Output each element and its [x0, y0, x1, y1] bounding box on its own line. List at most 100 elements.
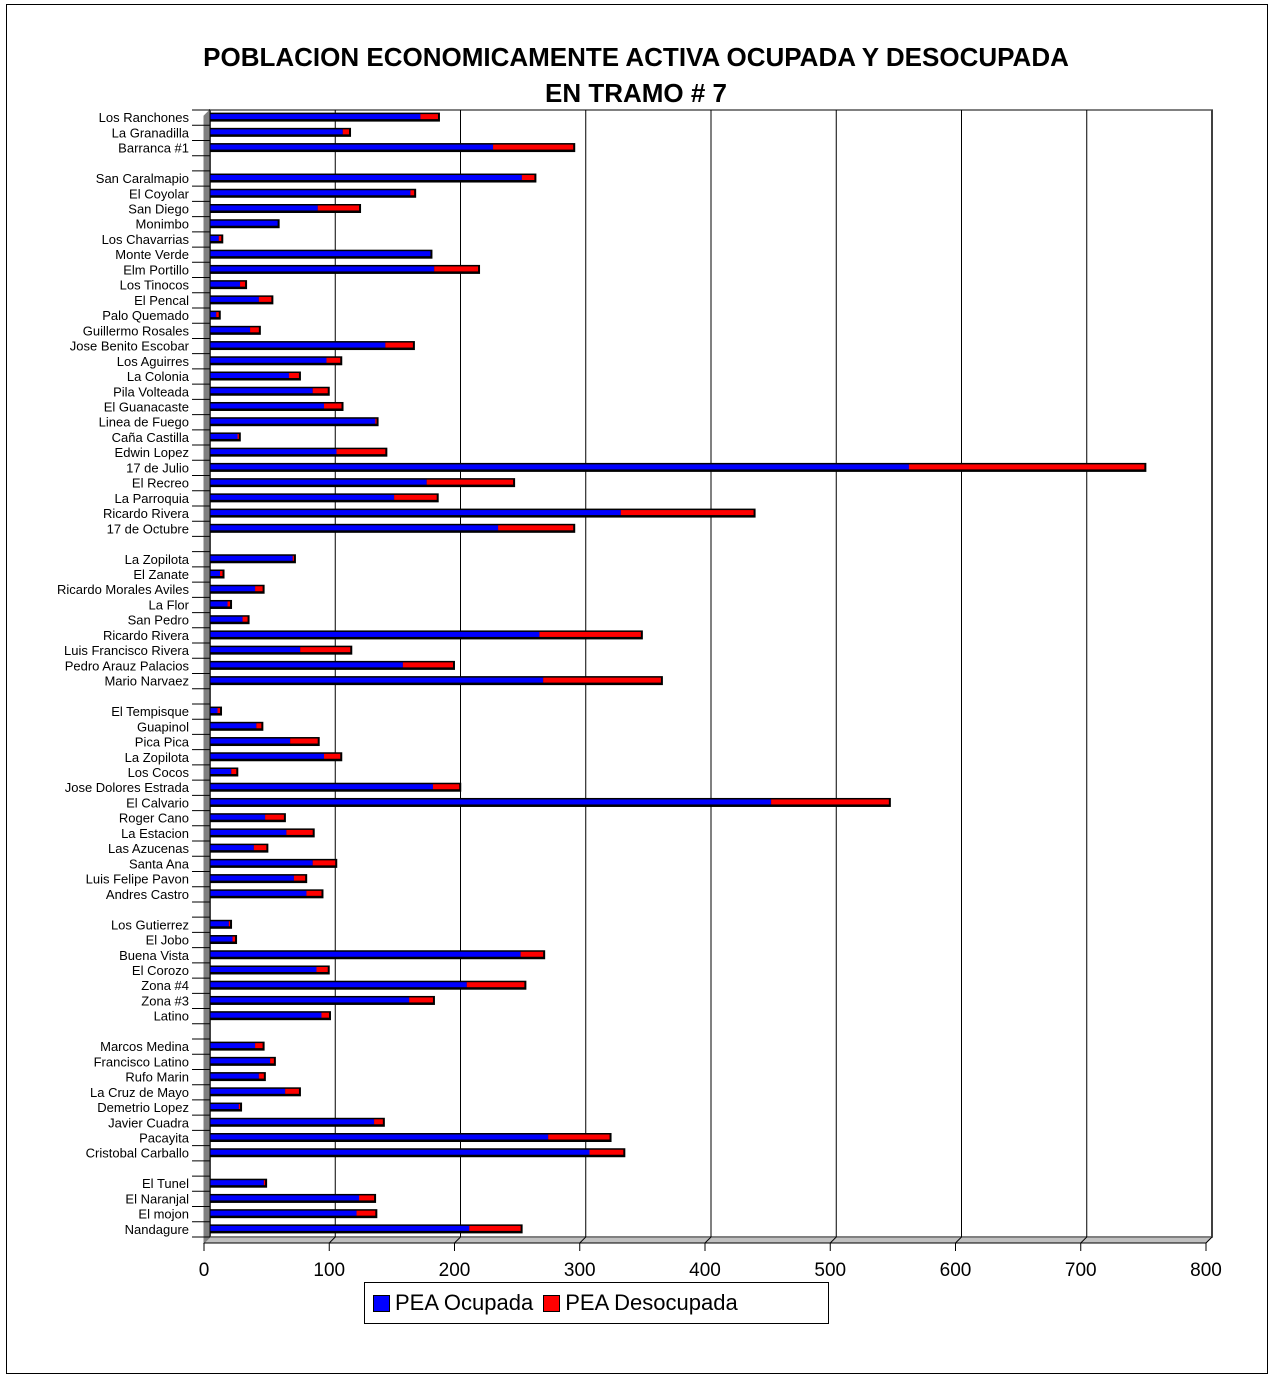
bar-desocupada: [326, 357, 341, 363]
category-label: Los Tinocos: [120, 278, 190, 293]
bar-ocupada: [210, 997, 410, 1003]
bar-desocupada: [306, 890, 322, 896]
category-label: La Zopilota: [125, 750, 190, 765]
bar-desocupada: [375, 418, 377, 424]
gridline-floor: [704, 1236, 712, 1244]
bar-ocupada: [210, 1058, 271, 1064]
category-label: La Granadilla: [112, 125, 190, 140]
category-label: La Parroquia: [115, 491, 190, 506]
legend-swatch-desocupada: [543, 1294, 561, 1312]
category-label: Pica Pica: [135, 735, 190, 750]
bar-desocupada: [342, 129, 350, 135]
bar-desocupada: [231, 768, 237, 774]
legend-swatch-ocupada: [373, 1294, 390, 1312]
gridline-floor: [1205, 1236, 1213, 1244]
bar-desocupada: [232, 936, 236, 942]
category-label: Barranca #1: [118, 141, 189, 156]
bar-ocupada: [210, 403, 324, 409]
bar-ocupada: [210, 784, 433, 790]
bar-desocupada: [240, 281, 246, 287]
bar-desocupada: [426, 479, 514, 485]
category-label: Linea de Fuego: [99, 415, 189, 430]
bar-desocupada: [218, 235, 222, 241]
gridline-floor: [1080, 1236, 1088, 1244]
category-label: Luis Felipe Pavon: [86, 872, 189, 887]
category-label: Ricardo Morales Aviles: [57, 582, 189, 597]
category-label: El mojon: [138, 1207, 189, 1222]
bar-desocupada: [520, 951, 544, 957]
category-label: Santa Ana: [129, 856, 190, 871]
bar-ocupada: [210, 647, 301, 653]
bar-desocupada: [256, 723, 262, 729]
bar-desocupada: [312, 860, 336, 866]
category-label: El Tempisque: [111, 704, 189, 719]
category-label: El Guanacaste: [104, 399, 189, 414]
category-label: Guillermo Rosales: [83, 323, 190, 338]
x-tick-label: 600: [940, 1260, 972, 1281]
bar-ocupada: [210, 388, 313, 394]
category-label: Andres Castro: [106, 887, 189, 902]
bar-ocupada: [210, 433, 238, 439]
bar-ocupada: [210, 357, 327, 363]
bar-desocupada: [321, 1012, 329, 1018]
bar-desocupada: [620, 510, 754, 516]
category-label: Zona #3: [141, 993, 189, 1008]
category-label: Nandagure: [125, 1222, 189, 1237]
category-label: Ricardo Rivera: [103, 506, 190, 521]
gridline-floor: [829, 1236, 837, 1244]
bar-ocupada: [210, 951, 521, 957]
category-label: Mario Narvaez: [104, 674, 189, 689]
bar-desocupada: [539, 631, 641, 637]
bar-desocupada: [402, 662, 453, 668]
bar-desocupada: [216, 312, 219, 318]
bar-ocupada: [210, 296, 259, 302]
bar-ocupada: [210, 1225, 470, 1231]
category-label: Los Gutierrez: [111, 917, 189, 932]
legend-label-ocupada: PEA Ocupada: [395, 1290, 534, 1315]
bar-desocupada: [270, 1058, 274, 1064]
gridline-floor: [328, 1236, 336, 1244]
bar-desocupada: [420, 114, 438, 120]
category-label: La Colonia: [127, 369, 190, 384]
bar-desocupada: [258, 1073, 264, 1079]
category-label: Francisco Latino: [94, 1054, 189, 1069]
category-label: El Jobo: [146, 933, 189, 948]
x-tick-label: 800: [1190, 1260, 1222, 1281]
bar-ocupada: [210, 966, 317, 972]
bar-desocupada: [385, 342, 413, 348]
bar-ocupada: [210, 677, 544, 683]
bar-ocupada: [210, 525, 499, 531]
bar-ocupada: [210, 814, 266, 820]
bar-desocupada: [374, 1119, 383, 1125]
bar-desocupada: [316, 966, 328, 972]
bar-ocupada: [210, 586, 256, 592]
bar-desocupada: [543, 677, 661, 683]
bar-desocupada: [292, 555, 294, 561]
bar-desocupada: [336, 449, 386, 455]
category-label: Monte Verde: [115, 247, 189, 262]
category-label: San Diego: [128, 201, 189, 216]
bar-desocupada: [220, 571, 223, 577]
bar-ocupada: [210, 875, 294, 881]
bar-desocupada: [469, 1225, 521, 1231]
category-label: Los Chavarrias: [102, 232, 190, 247]
bar-desocupada: [237, 433, 239, 439]
category-label: Los Ranchones: [99, 110, 190, 125]
category-label: La Cruz de Mayo: [90, 1085, 189, 1100]
legend-item-ocupada: PEA Ocupada: [373, 1290, 533, 1316]
bar-ocupada: [210, 129, 343, 135]
x-tick-label: 400: [689, 1260, 721, 1281]
bar-desocupada: [312, 388, 328, 394]
bar-desocupada: [466, 982, 525, 988]
bar-ocupada: [210, 479, 427, 485]
category-label: Marcos Medina: [100, 1039, 190, 1054]
bar-ocupada: [210, 1104, 239, 1110]
x-tick-label: 500: [814, 1260, 846, 1281]
bar-desocupada: [410, 190, 415, 196]
bar-ocupada: [210, 1073, 259, 1079]
bar-desocupada: [293, 875, 306, 881]
category-label: Las Azucenas: [108, 841, 189, 856]
category-label: La Flor: [149, 597, 190, 612]
x-tick-label: 700: [1065, 1260, 1097, 1281]
